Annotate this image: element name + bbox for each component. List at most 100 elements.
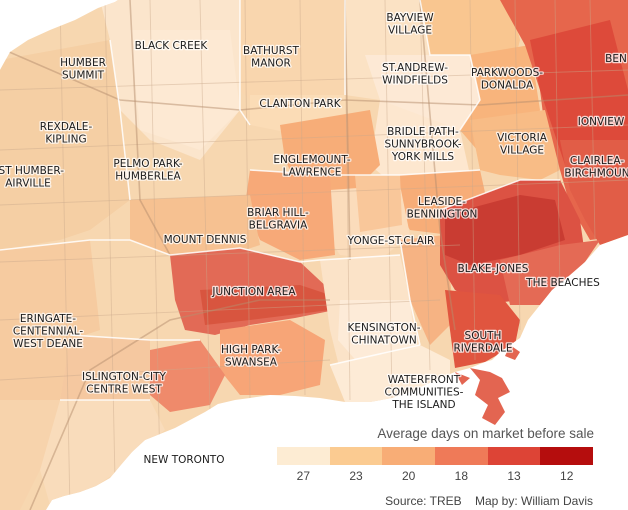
neighbourhood-label: SOUTH RIVERDALE	[453, 330, 512, 355]
neighbourhood-label: BRIDLE PATH-SUNNYBROOK-YORK MILLS	[384, 126, 461, 163]
neighbourhood-label-line: BEN	[605, 53, 627, 65]
region-black-creek-mid	[130, 30, 240, 150]
neighbourhood-label: NEW TORONTO	[144, 454, 225, 466]
neighbourhood-label-line: HIGH PARK-	[221, 344, 281, 356]
neighbourhood-label-line: HUMBER	[60, 57, 106, 69]
region-etobicoke-south	[0, 400, 60, 510]
neighbourhood-label: YONGE-ST.CLAIR	[347, 235, 435, 247]
neighbourhood-label: LEASIDE-BENNINGTON	[407, 196, 478, 221]
source-credit: Source: TREB	[385, 494, 462, 508]
neighbourhood-label-line: KIPLING	[45, 134, 86, 146]
neighbourhood-label-line: IONVIEW	[578, 116, 625, 128]
neighbourhood-label: PELMO PARK-HUMBERLEA	[113, 158, 182, 183]
region-kensington-pale	[338, 300, 415, 365]
neighbourhood-label: HIGH PARK-SWANSEA	[221, 344, 281, 369]
neighbourhood-label-line: SUMMIT	[62, 70, 105, 82]
neighbourhood-label-line: VILLAGE	[388, 25, 432, 37]
neighbourhood-label-line: REXDALE-	[40, 121, 93, 133]
neighbourhood-label: BLAKE-JONES	[458, 263, 529, 275]
neighbourhood-label-line: MOUNT DENNIS	[164, 234, 247, 246]
neighbourhood-label-line: VICTORIA	[497, 132, 548, 144]
neighbourhood-label: CLANTON PARK	[259, 98, 341, 110]
region-the-beaches	[500, 240, 600, 305]
neighbourhood-label: BEN	[605, 53, 627, 65]
legend-ticks: 27 23 20 18 13 12	[277, 469, 593, 483]
neighbourhood-label-line: SWANSEA	[225, 357, 278, 369]
legend-swatch	[540, 447, 594, 465]
region-davisville	[355, 175, 402, 232]
neighbourhood-label-line: COMMUNITIES-	[385, 387, 464, 399]
neighbourhood-label-line: BELGRAVIA	[249, 220, 308, 232]
legend-tick-label: 27	[296, 469, 311, 483]
neighbourhood-label-line: BRIAR HILL-	[247, 207, 309, 219]
neighbourhood-label-line: VILLAGE	[500, 145, 544, 157]
neighbourhood-label-line: RIVERDALE	[453, 343, 512, 355]
neighbourhood-label: ST.ANDREW-WINDFIELDS	[382, 62, 448, 87]
region-eringate	[0, 240, 100, 400]
region-west	[0, 40, 130, 250]
neighbourhood-label-line: NEW TORONTO	[144, 454, 225, 466]
neighbourhood-label-line: BAYVIEW	[386, 12, 434, 24]
neighbourhood-label-line: WATERFRONT	[388, 374, 461, 386]
neighbourhood-label-line: WINDFIELDS	[382, 75, 448, 87]
legend-tick-label: 12	[560, 469, 574, 483]
region-islington	[60, 335, 150, 415]
neighbourhood-label-line: SOUTH	[465, 330, 502, 342]
neighbourhood-label: WATERFRONT COMMUNITIES-THE ISLAND	[385, 374, 464, 411]
legend-swatch	[329, 447, 383, 465]
region-victoria-village	[470, 110, 560, 180]
neighbourhood-label: IONVIEW	[578, 116, 625, 128]
neighbourhood-label-line: BLACK CREEK	[135, 40, 209, 52]
neighbourhood-label-line: BATHURST	[243, 45, 300, 57]
legend-swatch	[382, 447, 436, 465]
neighbourhood-label-line: THE ISLAND	[391, 399, 455, 411]
region-bridle-path	[370, 100, 470, 190]
region-south-riverdale	[445, 290, 520, 368]
neighbourhood-label-line: CLAIRLEA-	[570, 155, 624, 167]
neighbourhood-label: PARKWOODS-DONALDA	[471, 67, 543, 92]
neighbourhood-label: BLACK CREEK	[135, 40, 209, 52]
neighbourhood-label: MOUNT DENNIS	[164, 234, 247, 246]
region-danforth	[445, 195, 565, 265]
neighbourhood-label-line: DONALDA	[481, 80, 534, 92]
neighbourhood-label-line: LEASIDE-	[418, 196, 466, 208]
legend-swatch	[435, 447, 488, 465]
neighbourhood-label-line: LAWRENCE	[283, 167, 342, 179]
legend-swatch	[487, 447, 541, 465]
legend-tick-label: 13	[507, 469, 521, 483]
neighbourhood-label-line: ISLINGTON-CITY	[82, 371, 166, 383]
neighbourhood-label-line: BIRCHMOUN	[564, 168, 628, 180]
neighbourhood-label-line: BENNINGTON	[407, 209, 478, 221]
region-islington-pink	[150, 340, 225, 412]
region-new-toronto	[40, 400, 165, 505]
legend-title: Average days on market before sale	[377, 426, 594, 441]
credits: Source: TREB Map by: William Davis	[300, 494, 593, 508]
neighbourhood-label-line: PARKWOODS-	[471, 67, 543, 79]
neighbourhood-label-line: ENGLEMOUNT-	[273, 154, 350, 166]
neighbourhood-label-line: SUNNYBROOK-	[384, 139, 461, 151]
region-st-andrew	[365, 55, 480, 130]
legend-swatch	[277, 447, 330, 465]
neighbourhood-label-line: CHINATOWN	[351, 335, 416, 347]
region-high-park	[220, 320, 325, 395]
neighbourhood-label: CLAIRLEA-BIRCHMOUN	[564, 155, 628, 180]
neighbourhood-label-line: WEST DEANE	[13, 338, 83, 350]
neighbourhood-label: EST HUMBER-AIRVILLE	[0, 165, 64, 190]
region-briar-hill	[245, 170, 335, 260]
neighbourhood-label: ISLINGTON-CITY CENTRE WEST	[82, 371, 166, 396]
neighbourhood-label: REXDALE-KIPLING	[40, 121, 93, 146]
neighbourhood-label: BAYVIEW VILLAGE	[386, 12, 434, 37]
neighbourhood-label: VICTORIA VILLAGE	[497, 132, 548, 157]
author-credit: Map by: William Davis	[474, 494, 593, 508]
neighbourhood-label: HUMBER SUMMIT	[60, 57, 106, 82]
neighbourhood-label-line: JUNCTION AREA	[211, 286, 296, 298]
neighbourhood-label-line: HUMBERLEA	[115, 171, 181, 183]
neighbourhood-label: BRIAR HILL-BELGRAVIA	[247, 207, 309, 232]
neighbourhood-label-line: CLANTON PARK	[259, 98, 341, 110]
legend-tick-label: 23	[349, 469, 363, 483]
neighbourhood-label-line: KENSINGTON-	[347, 322, 420, 334]
neighbourhood-label: JUNCTION AREA	[211, 286, 296, 298]
